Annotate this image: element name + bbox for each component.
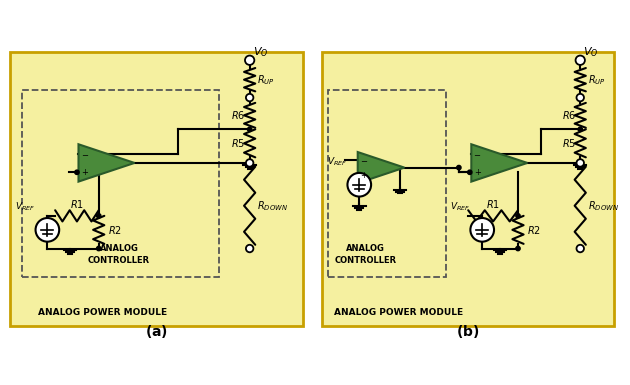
Circle shape: [96, 246, 101, 251]
Text: $R6$: $R6$: [231, 109, 245, 121]
Circle shape: [248, 127, 252, 132]
Circle shape: [96, 214, 101, 218]
Polygon shape: [358, 152, 404, 183]
Circle shape: [576, 245, 584, 252]
Text: ANALOG POWER MODULE: ANALOG POWER MODULE: [38, 308, 167, 317]
Text: ANALOG POWER MODULE: ANALOG POWER MODULE: [335, 308, 464, 317]
Circle shape: [348, 173, 371, 197]
Circle shape: [576, 55, 585, 65]
Text: $V_O$: $V_O$: [253, 45, 268, 59]
Text: $+$: $+$: [474, 167, 481, 177]
Text: $R5$: $R5$: [231, 137, 245, 149]
Text: $+$: $+$: [81, 167, 89, 177]
Text: $V_{REF}$: $V_{REF}$: [328, 155, 348, 167]
Text: $R2$: $R2$: [527, 224, 541, 236]
Bar: [10, 52, 302, 326]
Circle shape: [246, 159, 253, 167]
Polygon shape: [79, 144, 135, 182]
Text: $V_{REF}$: $V_{REF}$: [16, 200, 36, 213]
Text: ANALOG
CONTROLLER: ANALOG CONTROLLER: [335, 244, 396, 265]
Circle shape: [75, 170, 79, 174]
Text: $R_{UP}$: $R_{UP}$: [588, 73, 606, 87]
Circle shape: [245, 55, 255, 65]
Circle shape: [576, 94, 584, 101]
Polygon shape: [471, 144, 527, 182]
Circle shape: [246, 245, 253, 252]
Circle shape: [467, 170, 472, 174]
Text: $R5$: $R5$: [561, 137, 576, 149]
Text: $V_{REF}$: $V_{REF}$: [450, 200, 471, 213]
Text: $-$: $-$: [81, 149, 89, 158]
Text: ANALOG
CONTROLLER: ANALOG CONTROLLER: [88, 244, 150, 265]
Circle shape: [35, 218, 59, 242]
Text: $+$: $+$: [360, 171, 368, 181]
Circle shape: [576, 159, 584, 167]
Text: $\bf{(a)}$: $\bf{(a)}$: [145, 323, 168, 340]
Text: $R_{DOWN}$: $R_{DOWN}$: [588, 199, 619, 213]
Bar: [23, 90, 219, 276]
Circle shape: [471, 218, 494, 242]
Text: $-$: $-$: [474, 149, 481, 158]
Text: $R_{DOWN}$: $R_{DOWN}$: [258, 199, 289, 213]
Text: $R_{UP}$: $R_{UP}$: [258, 73, 275, 87]
Text: $-$: $-$: [360, 155, 368, 164]
Text: $R1$: $R1$: [486, 198, 500, 210]
Circle shape: [516, 214, 520, 218]
Circle shape: [516, 246, 520, 251]
Circle shape: [578, 127, 582, 132]
Text: $V_O$: $V_O$: [583, 45, 598, 59]
Bar: [322, 52, 614, 326]
Circle shape: [246, 94, 253, 101]
Text: $R6$: $R6$: [561, 109, 576, 121]
Circle shape: [457, 166, 461, 170]
Bar: [328, 90, 447, 276]
Text: $\bf{(b)}$: $\bf{(b)}$: [457, 323, 480, 340]
Text: $R1$: $R1$: [70, 198, 84, 210]
Text: $R2$: $R2$: [108, 224, 122, 236]
